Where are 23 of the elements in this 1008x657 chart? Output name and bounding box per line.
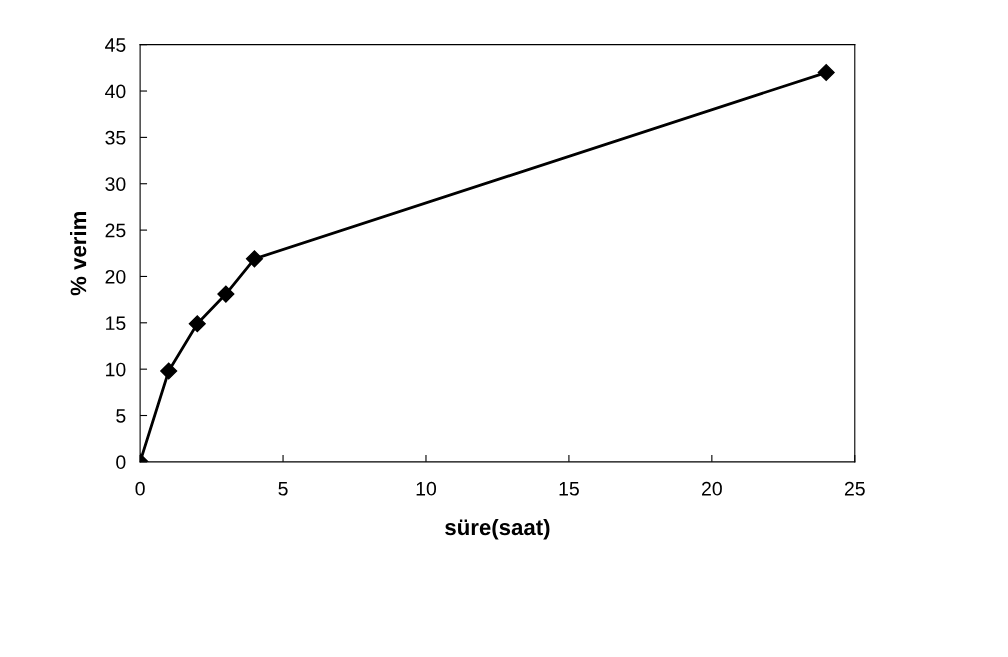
x-axis-title: süre(saat) (445, 518, 550, 540)
point (160, 362, 178, 380)
y-tick-label: 30 (105, 177, 126, 191)
point (188, 315, 206, 333)
point (217, 285, 235, 303)
y-tick-label: 5 (116, 409, 126, 423)
point (245, 250, 264, 268)
y-axis-title: % verim (69, 212, 87, 296)
y-tick-label: 35 (105, 130, 126, 145)
y-tick-label: 45 (105, 38, 126, 52)
x-tick-label: 10 (416, 481, 437, 496)
y-tick-label: 0 (116, 455, 126, 470)
x-tick-label: 0 (135, 481, 145, 496)
y-tick-label: 40 (105, 84, 126, 99)
x-tick-label: 20 (702, 481, 722, 496)
y-tick-label: 20 (105, 269, 126, 284)
point (817, 63, 835, 82)
y-tick-label: 25 (105, 223, 126, 238)
x-tick-label: 25 (844, 481, 865, 496)
x-tick-label: 5 (278, 482, 288, 496)
x-tick-label: 15 (559, 482, 579, 496)
y-tick-label: 15 (106, 316, 126, 331)
y-tick-label: 10 (106, 362, 126, 377)
